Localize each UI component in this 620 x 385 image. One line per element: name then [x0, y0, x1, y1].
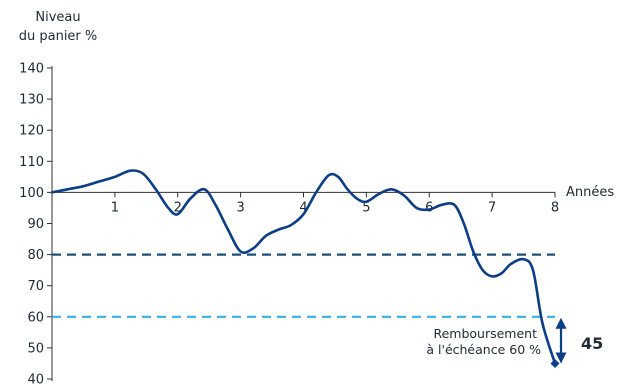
y-tick-label: 100: [19, 186, 44, 201]
y-tick-label: 70: [27, 279, 44, 294]
axis-ticks-layer: 40 50 60 70 80 90 100 110 120 130 140 1 2 3 4 5 6 7 8: [19, 62, 559, 385]
reference-lines-layer: [52, 253, 555, 318]
x-tick-label: 5: [362, 200, 370, 215]
x-tick-label: 6: [425, 200, 433, 215]
arrow-head-down: [555, 352, 567, 364]
y-tick-label: 130: [19, 93, 44, 108]
y-axis-title-line2: du panier %: [19, 29, 98, 44]
y-tick-label: 80: [27, 248, 44, 263]
series-layer: [50, 169, 567, 368]
x-tick-label: 4: [299, 200, 307, 215]
y-axis-title-line1: Niveau: [35, 10, 80, 25]
arrow-head-up: [555, 317, 567, 329]
y-tick-label: 60: [27, 310, 44, 325]
y-tick-label: 40: [27, 373, 44, 385]
x-tick-label: 7: [488, 200, 496, 215]
x-tick-label: 2: [174, 200, 182, 215]
y-tick-label: 140: [19, 62, 44, 77]
final-point-marker: [550, 358, 560, 368]
y-tick-label: 90: [27, 217, 44, 232]
y-tick-label: 50: [27, 341, 44, 356]
x-axis-title: Années: [566, 185, 614, 200]
y-tick-label: 120: [19, 124, 44, 139]
x-tick-label: 1: [111, 200, 119, 215]
x-tick-label: 8: [551, 200, 559, 215]
x-tick-label: 3: [236, 200, 244, 215]
final-value-label: 45: [581, 334, 603, 353]
maturity-annotation-line2: à l'échéance 60 %: [426, 342, 541, 357]
maturity-annotation-line1: Remboursement: [433, 326, 537, 341]
y-tick-label: 110: [19, 155, 44, 170]
series-line: [50, 169, 557, 365]
